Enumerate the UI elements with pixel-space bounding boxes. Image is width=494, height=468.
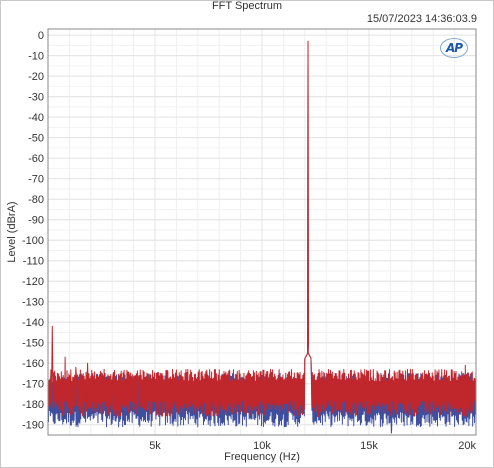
x-tick-label: 5k bbox=[149, 440, 161, 452]
y-tick-label: -160 bbox=[22, 358, 44, 370]
y-tick-label: -190 bbox=[22, 420, 44, 432]
y-tick-label: 0 bbox=[38, 30, 44, 42]
chart-title: FFT Spectrum bbox=[211, 0, 283, 12]
y-tick-label: -50 bbox=[28, 133, 44, 145]
y-tick-label: -150 bbox=[22, 338, 44, 350]
x-tick-label: 15k bbox=[360, 440, 378, 452]
y-tick-label: -170 bbox=[22, 379, 44, 391]
x-tick-label: 20k bbox=[458, 440, 476, 452]
y-tick-label: -100 bbox=[22, 235, 44, 247]
y-tick-label: -70 bbox=[28, 174, 44, 186]
y-tick-label: -140 bbox=[22, 317, 44, 329]
plot-border bbox=[47, 28, 477, 436]
x-axis-label: Frequency (Hz) bbox=[224, 451, 300, 463]
y-tick-label: -30 bbox=[28, 92, 44, 104]
y-tick-label: -80 bbox=[28, 194, 44, 206]
y-tick-label: -180 bbox=[22, 399, 44, 411]
y-tick-label: -90 bbox=[28, 215, 44, 227]
y-tick-label: -20 bbox=[28, 71, 44, 83]
y-tick-label: -40 bbox=[28, 112, 44, 124]
y-tick-label: -120 bbox=[22, 276, 44, 288]
timestamp: 15/07/2023 14:36:03.9 bbox=[366, 13, 477, 25]
ap-logo: AP bbox=[440, 38, 468, 58]
series-left-trace bbox=[47, 40, 477, 417]
y-tick-label: -10 bbox=[28, 51, 44, 63]
y-tick-label: -60 bbox=[28, 153, 44, 165]
y-tick-label: -130 bbox=[22, 297, 44, 309]
x-tick-label: 10k bbox=[253, 440, 271, 452]
y-tick-label: -110 bbox=[23, 256, 44, 268]
